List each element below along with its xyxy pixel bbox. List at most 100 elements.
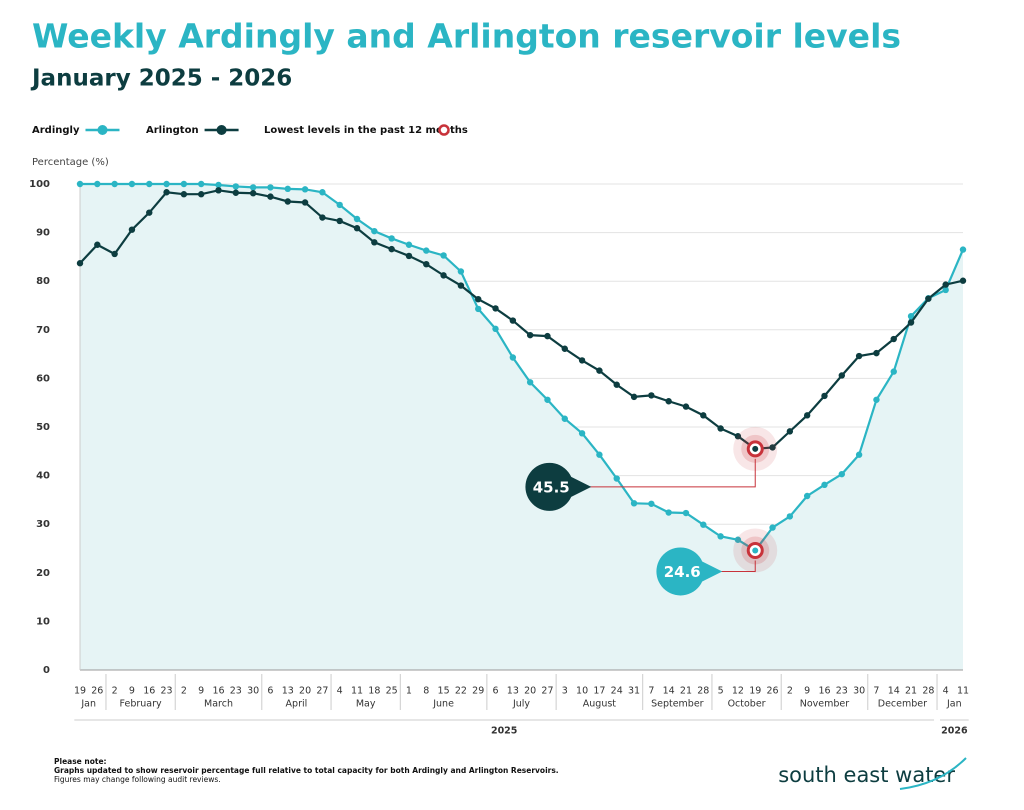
x-tick-label: 28 [922,686,934,697]
month-label: December [878,699,927,710]
data-point [353,225,361,232]
data-point [855,451,863,458]
x-tick-label: 2 [787,686,793,697]
month-label: March [204,699,233,710]
data-point [648,500,655,507]
month-label: August [583,699,617,710]
x-tick-label: 22 [455,686,467,697]
data-point [873,396,880,403]
data-point [700,412,707,419]
data-point [786,513,794,520]
data-point [890,335,897,343]
month-label: February [120,699,162,710]
data-point [336,217,343,225]
x-tick-label: 19 [749,686,761,697]
data-point [301,186,309,193]
data-point [371,239,378,246]
data-point [942,281,949,288]
x-tick-label: 9 [129,686,135,697]
y-tick-label: 0 [43,665,50,676]
data-point [423,247,430,254]
data-point [630,500,638,507]
x-tick-label: 20 [524,686,536,697]
data-point [163,180,170,188]
low-dot [752,547,759,554]
data-point [163,189,170,196]
area-fill [80,184,963,670]
data-point [215,187,222,194]
legend-dot [216,125,227,135]
data-point [180,180,188,188]
x-tick-label: 16 [818,686,830,697]
data-point [475,295,482,303]
month-label: April [286,699,308,710]
x-tick-label: 4 [943,686,949,697]
x-tick-label: 20 [299,686,311,697]
x-tick-label: 24 [611,686,623,697]
x-tick-label: 30 [853,686,865,697]
data-point [249,190,257,197]
x-tick-label: 23 [836,686,848,697]
data-point [526,379,534,386]
series-line [80,182,965,552]
year-label: 2026 [941,726,968,737]
month-label: October [728,699,766,710]
legend-low-marker [438,124,450,136]
data-point [492,325,499,333]
data-point [803,492,811,500]
data-point [492,305,499,312]
data-point [76,180,84,188]
data-point [630,393,638,401]
data-point [613,381,620,388]
data-point [838,372,846,379]
x-tick-label: 9 [198,686,204,697]
data-point [648,392,655,399]
x-tick-label: 12 [732,686,744,697]
data-point [440,252,447,259]
y-tick-label: 80 [36,276,50,287]
x-tick-label: 18 [368,686,380,697]
data-point [942,286,949,294]
month-label: June [432,699,454,710]
x-tick-label: 2 [112,686,118,697]
data-point [94,180,101,188]
data-point [197,191,205,198]
data-point [197,180,205,188]
data-point [284,185,291,193]
note-heading: Please note: [54,757,107,766]
data-point [526,331,534,339]
x-tick-label: 8 [423,686,429,697]
x-tick-label: 1 [406,686,412,697]
data-point [734,536,742,543]
month-label: November [800,699,850,710]
data-point [855,352,863,360]
x-tick-label: 28 [697,686,709,697]
data-point [371,227,378,235]
legend-dot [97,125,108,135]
x-tick-label: 16 [212,686,224,697]
x-tick-label: 14 [888,686,900,697]
low-dot [752,445,759,452]
data-point [232,189,240,196]
note-line: Figures may change following audit revie… [54,775,221,784]
callout-leader [571,458,756,488]
x-tick-label: 27 [316,686,328,697]
data-point [284,198,291,205]
data-point [717,533,724,540]
data-point [873,349,880,357]
data-point [336,201,343,209]
year-label: 2025 [491,726,517,737]
data-point [249,184,257,191]
x-tick-label: 6 [493,686,499,697]
data-point [786,428,794,435]
y-tick-label: 40 [36,471,50,482]
x-tick-label: 4 [337,686,343,697]
data-point [475,305,482,313]
logo: south east water [778,763,955,787]
data-point [319,189,326,196]
data-point [111,250,118,258]
callout-value: 24.6 [664,563,701,581]
x-tick-label: 19 [74,686,86,697]
data-point [128,226,136,233]
data-point [907,319,915,326]
